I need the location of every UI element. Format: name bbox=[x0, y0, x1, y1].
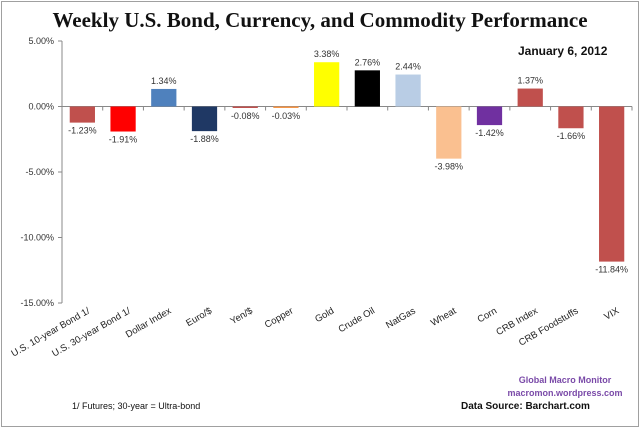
footnote: 1/ Futures; 30-year = Ultra-bond bbox=[72, 401, 201, 411]
category-label: Wheat bbox=[429, 305, 459, 328]
data-label: 2.76% bbox=[355, 57, 381, 67]
chart-date: January 6, 2012 bbox=[518, 44, 608, 58]
category-label: Dollar Index bbox=[124, 305, 174, 340]
data-label: -3.98% bbox=[435, 162, 464, 172]
data-label: -1.66% bbox=[557, 131, 586, 141]
chart-title: Weekly U.S. Bond, Currency, and Commodit… bbox=[52, 8, 588, 32]
bar bbox=[273, 106, 299, 108]
data-label: 1.34% bbox=[151, 76, 177, 86]
data-label: 3.38% bbox=[314, 49, 340, 59]
branding-site: macromon.wordpress.com bbox=[507, 388, 623, 398]
branding: Global Macro Monitor macromon.wordpress.… bbox=[500, 374, 630, 400]
bar bbox=[476, 106, 503, 126]
data-label: -11.84% bbox=[595, 265, 628, 275]
y-tick-label: 0.00% bbox=[28, 102, 54, 112]
data-label: -0.08% bbox=[231, 111, 260, 121]
bar bbox=[110, 106, 136, 132]
category-label: VIX bbox=[602, 305, 621, 323]
category-label: Copper bbox=[263, 306, 295, 331]
bar bbox=[517, 88, 543, 107]
data-label: 1.37% bbox=[517, 76, 543, 86]
data-label: -0.03% bbox=[272, 111, 301, 121]
category-label: Euro/$ bbox=[184, 305, 214, 329]
category-label: U.S. 30-year Bond 1/ bbox=[50, 305, 133, 359]
data-label: -1.42% bbox=[475, 128, 504, 138]
data-label: -1.88% bbox=[190, 134, 219, 144]
bar bbox=[395, 74, 421, 107]
bar bbox=[314, 62, 340, 107]
bar bbox=[191, 106, 218, 132]
category-label: Yen/$ bbox=[228, 305, 255, 327]
bar bbox=[69, 106, 95, 123]
bar bbox=[599, 106, 625, 262]
bar bbox=[232, 106, 258, 108]
y-tick-label: 5.00% bbox=[28, 36, 54, 46]
category-label: NatGas bbox=[384, 305, 418, 331]
data-source: Data Source: Barchart.com bbox=[461, 401, 590, 412]
data-label: 2.44% bbox=[395, 62, 421, 72]
category-label: Corn bbox=[476, 306, 499, 326]
category-label: Crude Oil bbox=[337, 306, 377, 336]
data-label: -1.91% bbox=[109, 135, 138, 145]
branding-name: Global Macro Monitor bbox=[518, 375, 612, 385]
bar bbox=[558, 106, 584, 129]
category-label: Gold bbox=[313, 306, 336, 326]
y-tick-label: -10.00% bbox=[20, 233, 54, 243]
y-tick-label: -5.00% bbox=[25, 167, 54, 177]
bar bbox=[354, 70, 380, 107]
y-tick-label: -15.00% bbox=[20, 298, 54, 308]
bar bbox=[436, 106, 462, 159]
data-label: -1.23% bbox=[68, 126, 97, 136]
bar bbox=[151, 88, 177, 107]
